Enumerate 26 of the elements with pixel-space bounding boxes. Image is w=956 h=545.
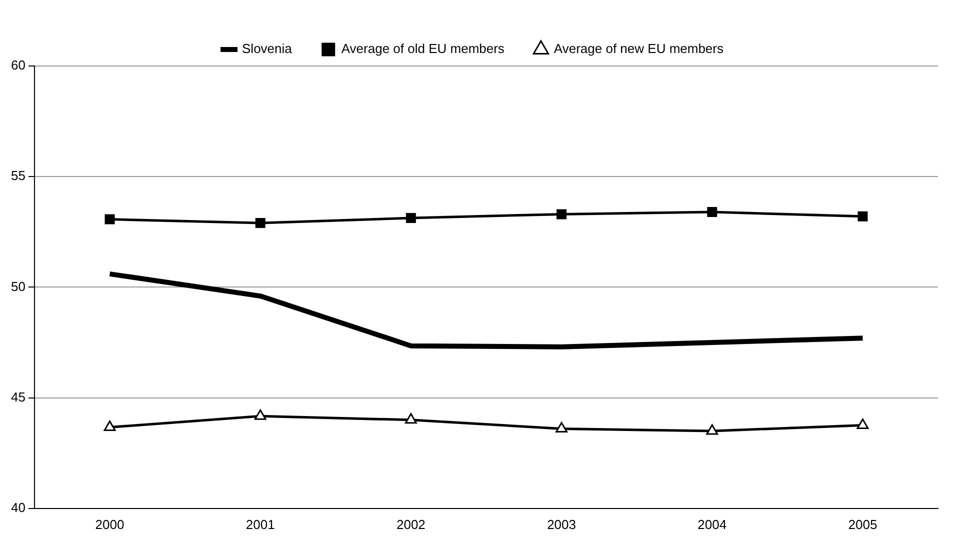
point xyxy=(255,218,266,228)
y-tick-label: 60 xyxy=(10,58,26,73)
point xyxy=(104,420,116,431)
x-tick-label: 2004 xyxy=(698,516,727,532)
legend-label: Average of new EU members xyxy=(554,41,724,56)
legend-label: Average of old EU members xyxy=(341,41,505,56)
point xyxy=(254,409,266,420)
x-tick-label: 2001 xyxy=(246,516,275,532)
x-tick-label: 2000 xyxy=(95,516,124,532)
x-tick-label: 2003 xyxy=(547,516,576,532)
point xyxy=(707,207,718,217)
point xyxy=(556,209,567,220)
x-tick-label: 2002 xyxy=(396,516,426,532)
y-tick-label: 50 xyxy=(10,278,26,294)
point xyxy=(858,211,868,222)
y-tick-label: 40 xyxy=(10,500,26,515)
y-tick-label: 45 xyxy=(10,389,26,404)
point xyxy=(104,214,115,224)
point xyxy=(406,212,416,223)
point xyxy=(856,418,869,429)
y-tick-label: 55 xyxy=(10,168,26,184)
point xyxy=(556,422,568,433)
legend-label: Slovenia xyxy=(242,41,293,56)
point xyxy=(404,413,417,424)
x-tick-label: 2005 xyxy=(848,516,878,532)
point xyxy=(706,424,718,435)
